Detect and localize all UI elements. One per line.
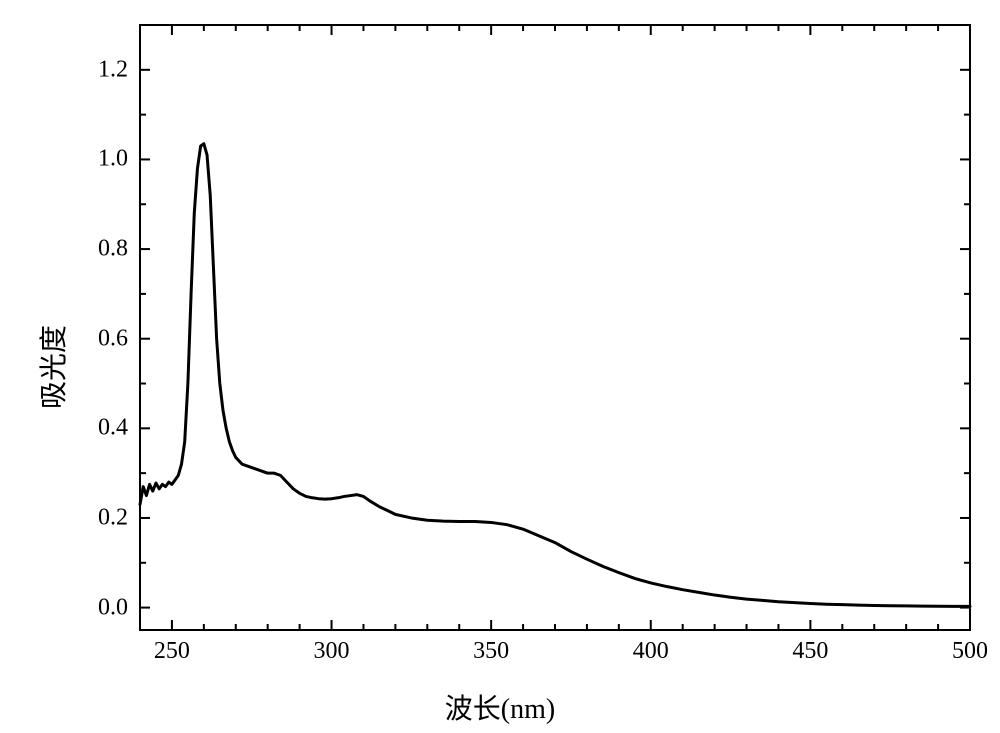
y-axis-label: 吸光度	[32, 324, 72, 408]
x-tick-label: 250	[154, 638, 190, 665]
absorbance-chart: 吸光度 波长(nm) 250 300 350 400 450 500 0.0 0.2 0.4 0.…	[0, 0, 1000, 733]
y-tick-label: 0.2	[98, 504, 128, 531]
y-tick-label: 0.4	[98, 415, 128, 442]
y-tick-label: 0.8	[98, 236, 128, 263]
y-tick-label: 1.0	[98, 146, 128, 173]
x-tick-label: 350	[473, 638, 509, 665]
chart-canvas	[0, 0, 1000, 733]
y-tick-label: 0.0	[98, 594, 128, 621]
x-axis-label: 波长(nm)	[445, 687, 555, 727]
y-tick-label: 0.6	[98, 325, 128, 352]
x-tick-label: 500	[952, 638, 988, 665]
x-tick-label: 450	[792, 638, 828, 665]
x-tick-label: 300	[314, 638, 350, 665]
y-tick-label: 1.2	[98, 56, 128, 83]
x-tick-label: 400	[633, 638, 669, 665]
